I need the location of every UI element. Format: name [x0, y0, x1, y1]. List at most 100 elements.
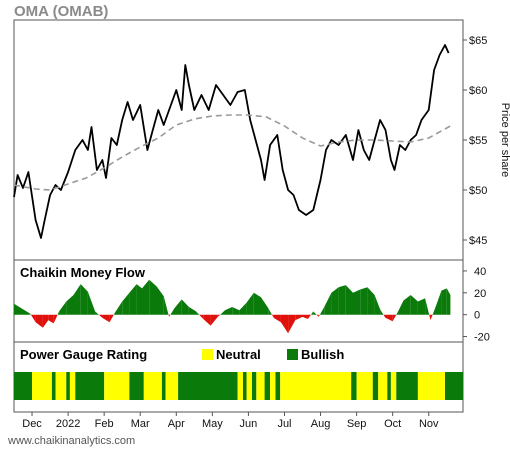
cmf-positive-area [30, 313, 31, 315]
price-y-tick-label: $50 [469, 185, 487, 197]
power-gauge-segment-bullish [372, 372, 379, 400]
cmf-positive-area [353, 289, 361, 315]
cmf-negative-area [383, 314, 386, 318]
power-gauge-segment-neutral [69, 372, 76, 400]
cmf-negative-area [273, 314, 281, 323]
cmf-positive-area [220, 310, 225, 315]
cmf-y-tick-label: -20 [474, 332, 490, 344]
cmf-positive-area [313, 311, 317, 315]
cmf-positive-area [225, 307, 233, 315]
cmf-positive-area [398, 300, 404, 315]
cmf-positive-area [253, 292, 261, 315]
cmf-positive-area [181, 299, 189, 315]
x-tick-label: Feb [95, 418, 114, 430]
x-axis: Dec 2022 Feb Mar Apr May Jun Jul Aug Sep Oct Nov [22, 412, 439, 430]
cmf-positive-area [57, 311, 60, 315]
x-tick-label: Aug [311, 418, 331, 430]
cmf-positive-area [196, 311, 200, 315]
cmf-positive-area [268, 308, 272, 315]
cmf-positive-area [14, 303, 23, 315]
cmf-negative-area [210, 314, 218, 326]
cmf-positive-area [87, 291, 96, 315]
cmf-positive-area [261, 297, 269, 315]
cmf-positive-area [23, 309, 31, 315]
cmf-positive-area [239, 302, 247, 315]
x-tick-label: Mar [131, 418, 150, 430]
cmf-negative-area [98, 314, 103, 318]
x-tick-label: Dec [22, 418, 42, 430]
cmf-positive-area [136, 284, 142, 315]
cmf-y-tick-label: 0 [474, 310, 480, 322]
power-gauge-segment-neutral [237, 372, 243, 400]
cmf-positive-area [113, 312, 115, 315]
cmf-positive-area [417, 298, 426, 315]
power-gauge-segment-bullish [75, 372, 105, 400]
x-tick-label: 2022 [56, 418, 80, 430]
price-y-tick-label: $55 [469, 135, 487, 147]
power-gauge-segment-bullish [51, 372, 56, 400]
cmf-positive-area [59, 301, 67, 315]
power-gauge-segment-bullish [66, 372, 70, 400]
cmf-positive-area [425, 298, 430, 315]
cmf-positive-area [403, 295, 411, 315]
cmf-negative-area [307, 314, 311, 319]
cmf-negative-area [288, 314, 296, 334]
legend-neutral-swatch [202, 349, 213, 360]
power-gauge-segment-bullish [351, 372, 357, 400]
x-tick-label: Oct [384, 418, 401, 430]
power-gauge-title: Power Gauge Rating [20, 347, 147, 362]
cmf-negative-area [109, 314, 114, 323]
power-gauge-segment-bullish [178, 372, 238, 400]
cmf-positive-area [174, 299, 182, 315]
cmf-negative-area [280, 314, 289, 334]
cmf-negative-area [271, 314, 274, 318]
cmf-y-tick-label: 20 [474, 288, 486, 300]
cmf-positive-area [331, 287, 339, 315]
power-gauge-segment-neutral [270, 372, 276, 400]
power-gauge-segment-bullish [396, 372, 418, 400]
cmf-y-tick-label: 40 [474, 266, 486, 278]
cmf-negative-area [168, 314, 170, 317]
power-gauge-segment-neutral [378, 372, 388, 400]
cmf-positive-area [345, 285, 353, 315]
footer-url: www.chaikinanalytics.com [7, 435, 135, 447]
power-gauge-segment-bullish [387, 372, 391, 400]
cmf-negative-area [30, 314, 36, 323]
cmf-positive-area [441, 288, 447, 315]
cmf-positive-area [396, 311, 399, 315]
cmf-positive-area [73, 284, 81, 315]
price-y-tick-label: $65 [469, 35, 487, 47]
power-gauge-segment-bullish [264, 372, 270, 400]
power-gauge-segment-bullish [14, 372, 32, 400]
power-gauge-segment-bullish [161, 372, 166, 400]
x-tick-label: Nov [419, 418, 439, 430]
power-gauge-segment-bullish [243, 372, 247, 400]
power-gauge-segment-neutral [356, 372, 373, 400]
cmf-positive-area [188, 307, 197, 315]
power-gauge-segment-neutral [390, 372, 397, 400]
cmf-positive-area [246, 292, 254, 315]
cmf-panel-title: Chaikin Money Flow [20, 265, 146, 280]
x-tick-label: Apr [168, 418, 185, 430]
cmf-positive-area [374, 295, 381, 315]
power-gauge-segment-neutral [143, 372, 162, 400]
power-gauge-segment-neutral [246, 372, 252, 400]
price-line [13, 44, 450, 239]
cmf-panel [14, 279, 451, 334]
power-gauge-segment-neutral [32, 372, 52, 400]
cmf-negative-area [385, 314, 393, 322]
price-y-tick-label: $45 [469, 235, 487, 247]
cmf-positive-area [66, 295, 74, 315]
cmf-negative-area [430, 314, 433, 321]
x-tick-label: May [202, 418, 223, 430]
power-gauge-segment-bullish [129, 372, 144, 400]
price-y-tick-label: $60 [469, 85, 487, 97]
cmf-negative-area [53, 314, 58, 324]
cmf-negative-area [318, 314, 320, 317]
cmf-positive-area [142, 279, 150, 315]
power-gauge-segment-bullish [252, 372, 257, 400]
power-gauge-segment-bullish [445, 372, 463, 400]
cmf-positive-area [432, 305, 436, 315]
cmf-positive-area [80, 284, 88, 315]
power-gauge-segment-neutral [417, 372, 445, 400]
